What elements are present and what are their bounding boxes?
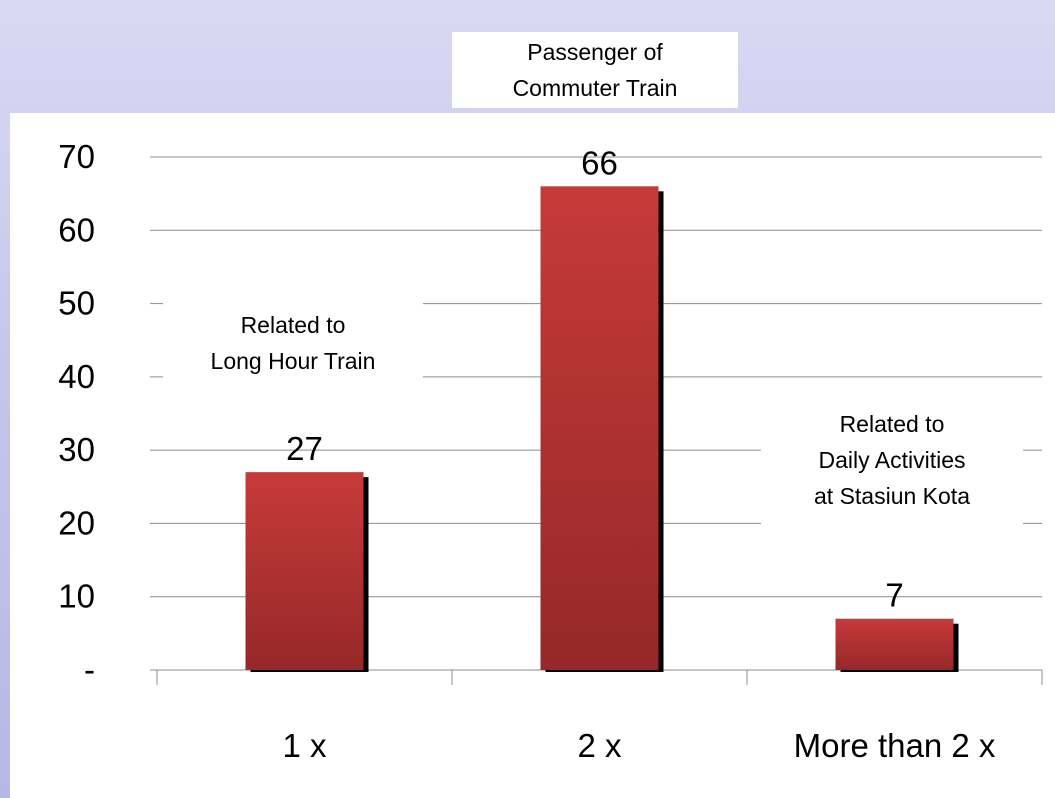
callout-commuter-line-2: Commuter Train (512, 75, 678, 101)
y-tick-label-3: 30 (58, 431, 95, 468)
y-tick-label-2: 20 (58, 504, 95, 541)
x-category-label-1: 2 x (577, 727, 622, 764)
callout-long-hour-line-1: Related to (240, 312, 346, 338)
data-label-2: 7 (885, 577, 903, 614)
callout-commuter-line-1: Passenger of (527, 39, 663, 65)
callout-daily-activities: Related to Daily Activities at Stasiun K… (761, 402, 1023, 534)
y-tick-label-7: 70 (58, 138, 95, 175)
callout-daily-line-2: Daily Activities (818, 447, 966, 473)
y-tick-label-6: 60 (58, 211, 95, 248)
data-label-1: 66 (581, 144, 618, 181)
callout-daily-line-3: at Stasiun Kota (814, 483, 970, 509)
callout-long-hour-line-2: Long Hour Train (210, 348, 376, 374)
bar-1 (540, 186, 659, 671)
callout-daily-line-1: Related to (839, 411, 945, 437)
data-label-0: 27 (286, 430, 323, 467)
bar-0 (245, 472, 364, 670)
callout-long-hour-train: Related to Long Hour Train (163, 302, 423, 384)
y-tick-label-1: 10 (58, 578, 95, 615)
bar-2 (835, 618, 954, 670)
x-category-label-2: More than 2 x (794, 727, 996, 764)
x-category-label-0: 1 x (282, 727, 327, 764)
y-tick-label-4: 40 (58, 358, 95, 395)
y-tick-label-0: - (84, 651, 95, 688)
callout-commuter-train: Passenger of Commuter Train (452, 32, 738, 108)
y-tick-label-5: 50 (58, 285, 95, 322)
